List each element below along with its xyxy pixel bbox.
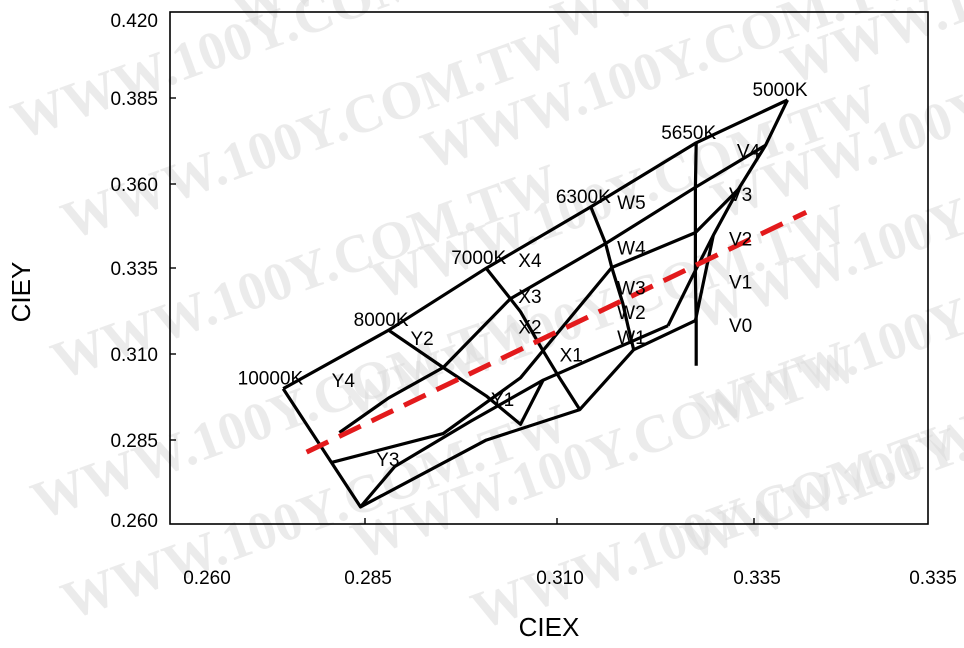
bin-label: W1: [617, 328, 646, 349]
x-axis-label: CIEX: [519, 612, 580, 642]
x-tick-label: 0.260: [183, 568, 231, 589]
bin-boundary-line: [666, 99, 789, 327]
y-tick-label: 0.310: [110, 345, 158, 366]
bin-label: V0: [729, 316, 752, 337]
bin-label: X2: [518, 318, 541, 339]
bin-boundary-line: [359, 234, 715, 509]
y-tick-label: 0.260: [110, 511, 158, 532]
bin-boundary-line: [484, 267, 582, 411]
bin-boundary-line: [693, 142, 698, 366]
bin-boundary-line: [387, 328, 545, 426]
bin-boundary-line: [282, 98, 789, 391]
x-axis: 0.260 0.285 0.310 0.335 0.335: [183, 518, 957, 589]
cct-label: 8000K: [354, 310, 409, 331]
bin-boundary-line: [589, 206, 636, 351]
y-tick-label: 0.360: [110, 175, 158, 196]
cct-label: 7000K: [451, 248, 506, 269]
cct-label: 5650K: [661, 123, 716, 144]
x-tick-label: 0.335: [909, 568, 957, 589]
bin-label: X1: [560, 345, 583, 366]
bin-label: Y2: [410, 329, 433, 350]
y-axis: 0.420 0.385 0.360 0.335 0.310 0.285 0.260: [110, 11, 176, 532]
y-tick-label: 0.385: [110, 89, 158, 110]
series-layer: [305, 210, 808, 455]
x-tick-label: 0.310: [536, 568, 584, 589]
bin-label: W5: [617, 193, 646, 214]
y-axis-label: CIEY: [6, 262, 36, 323]
bin-label: W3: [617, 279, 646, 300]
y-tick-label: 0.285: [110, 431, 158, 452]
planckian-dashed-line: [305, 210, 808, 455]
cct-label: 5000K: [753, 80, 808, 101]
bin-labels: 5000K 5650K 6300K 7000K 8000K 10000K V4 V3 V2 V1 V…: [238, 80, 808, 471]
cct-label: 6300K: [556, 187, 611, 208]
bin-label: V2: [729, 230, 752, 251]
bin-label: V4: [737, 142, 761, 163]
cct-label: 10000K: [238, 369, 304, 390]
y-tick-label: 0.335: [110, 259, 158, 280]
bin-label: X3: [518, 287, 541, 308]
x-tick-label: 0.335: [733, 568, 781, 589]
bin-label: W4: [617, 239, 646, 260]
bin-label: Y3: [376, 450, 399, 471]
x-tick-label: 0.285: [344, 568, 392, 589]
y-tick-label: 0.420: [110, 11, 158, 32]
bin-label: Y1: [491, 390, 514, 411]
bin-boundary-line: [338, 143, 767, 434]
bin-label: V3: [729, 185, 752, 206]
bin-label: X4: [518, 251, 542, 272]
bin-grid: [281, 98, 789, 509]
bin-label: Y4: [332, 371, 356, 392]
bin-boundary-line: [331, 188, 740, 464]
bin-label: W2: [617, 303, 646, 324]
bin-label: V1: [729, 273, 752, 294]
